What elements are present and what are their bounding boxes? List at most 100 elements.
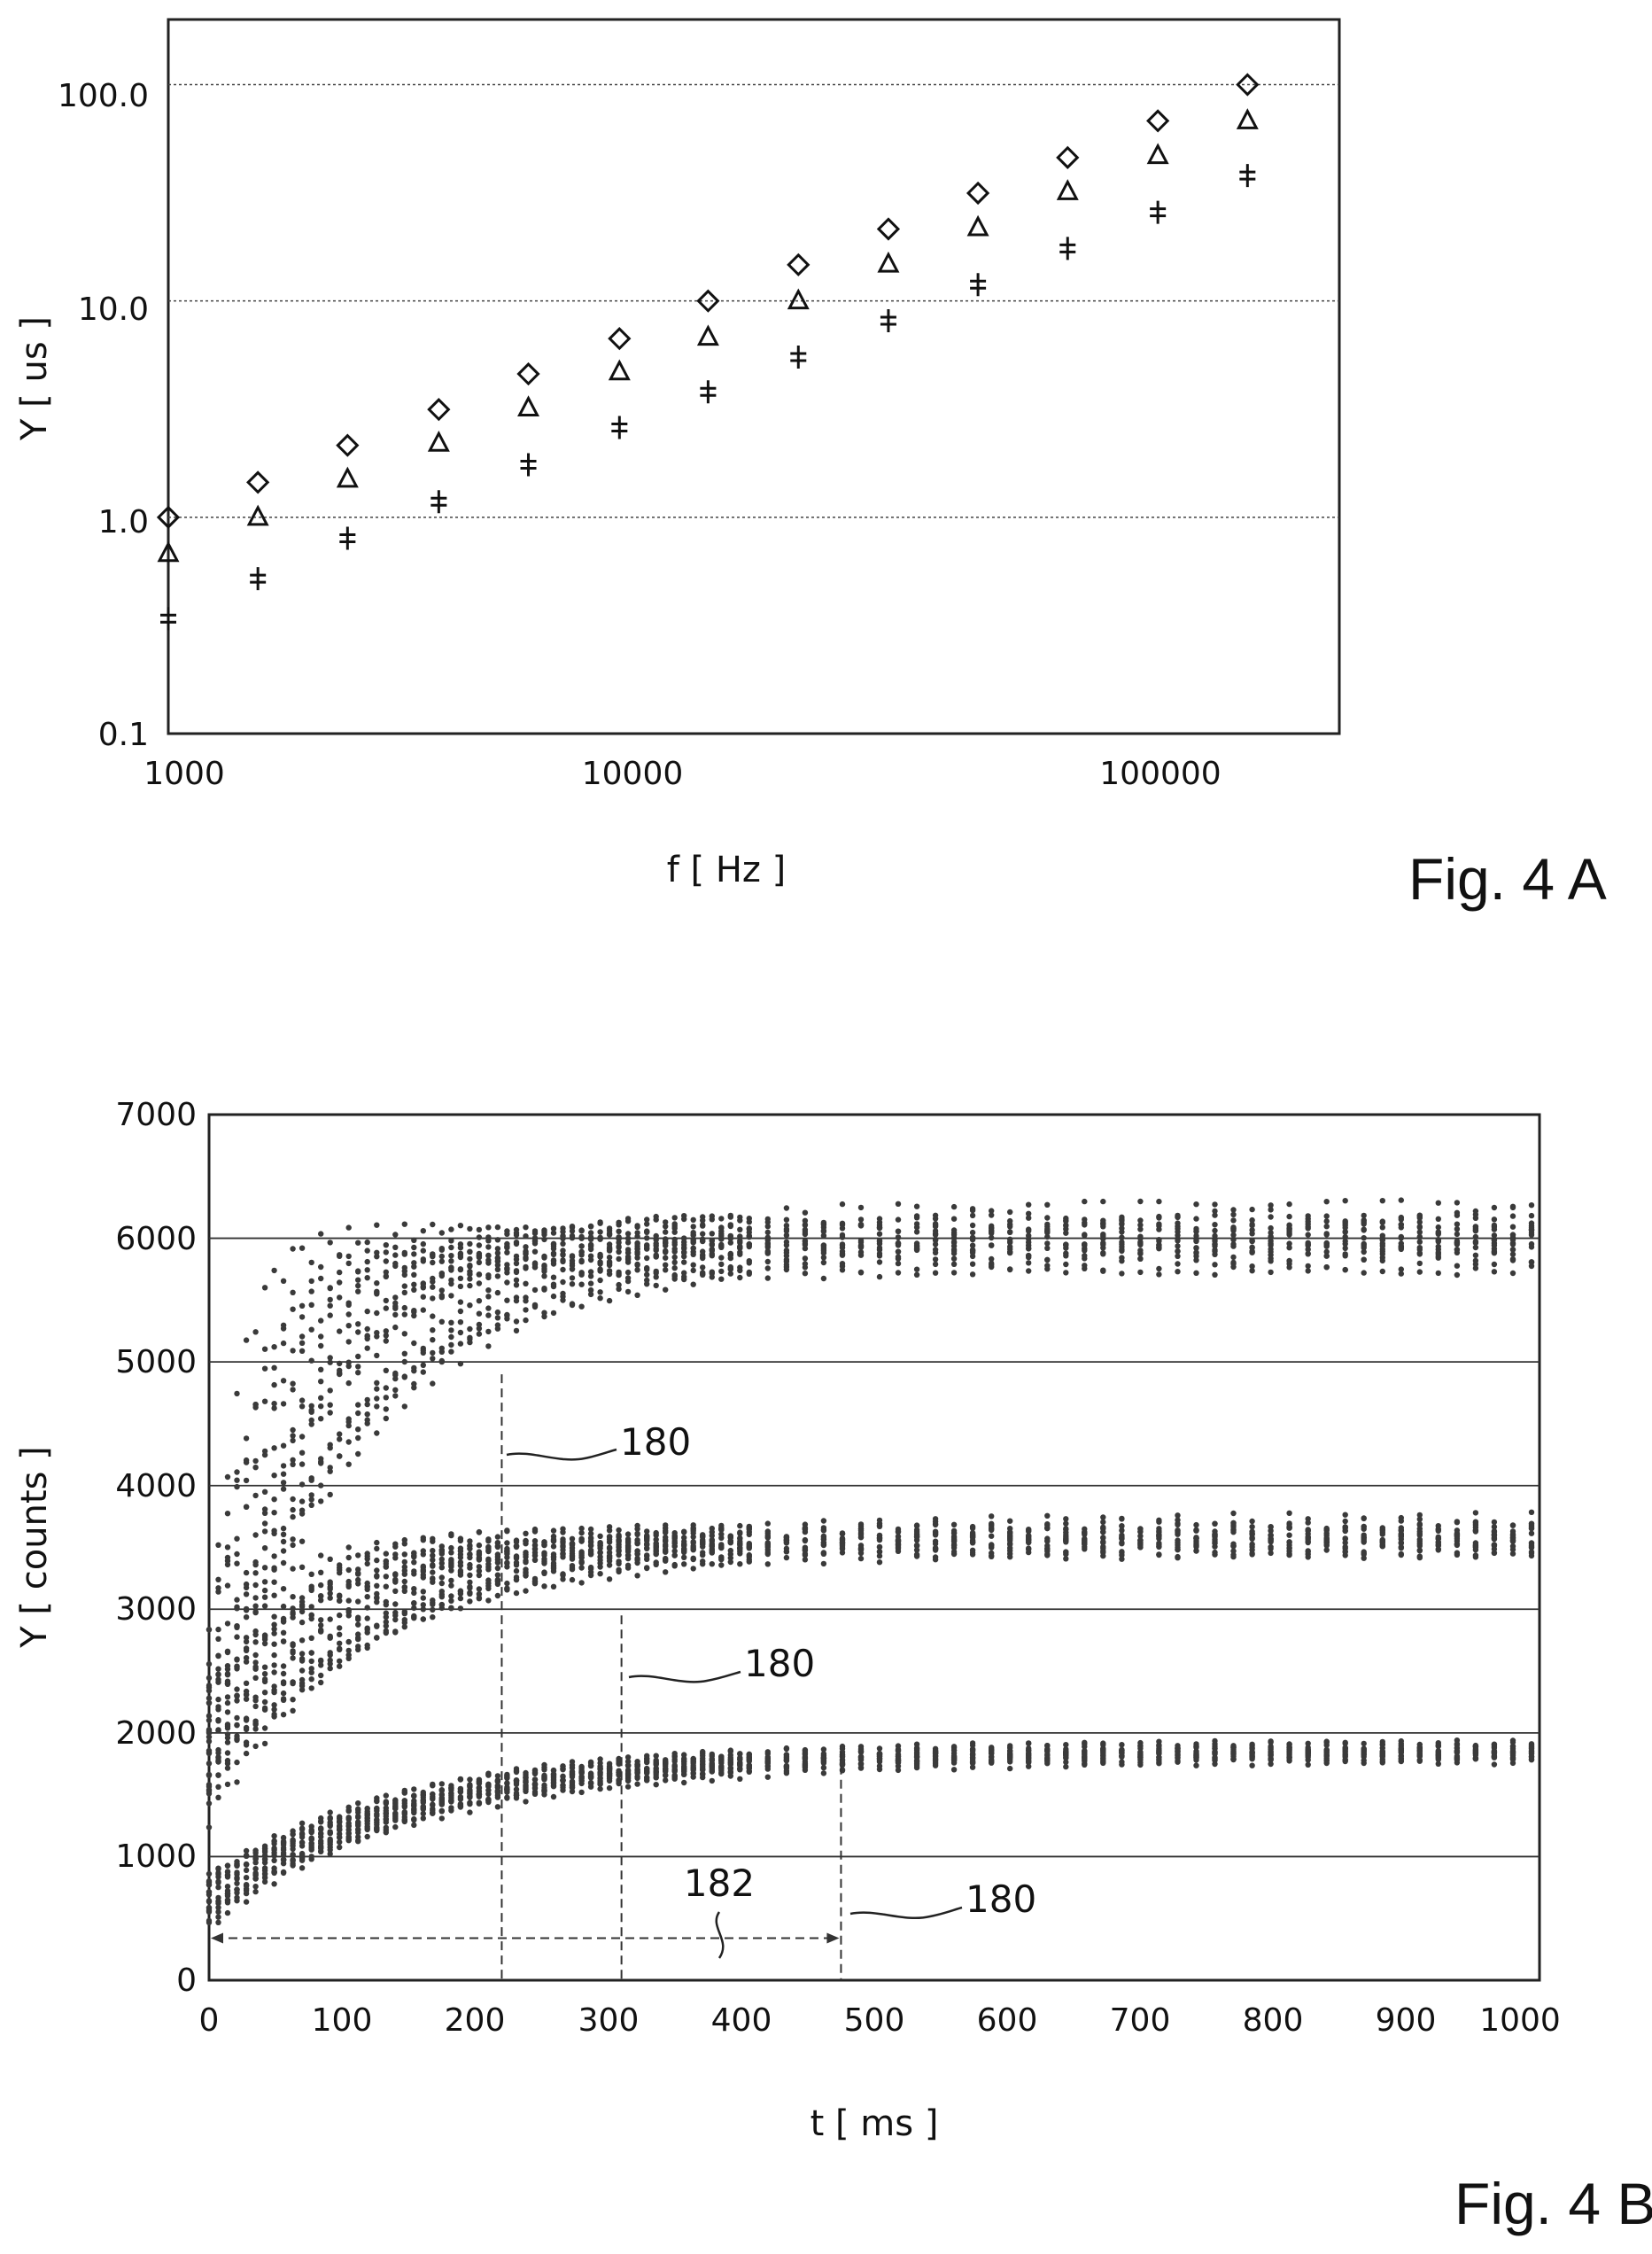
data-point — [252, 1675, 259, 1682]
data-point — [438, 1253, 445, 1260]
data-point — [327, 1402, 333, 1408]
data-point — [299, 1333, 306, 1340]
data-point — [1082, 1744, 1088, 1750]
data-point-diamond — [516, 361, 540, 386]
data-point — [327, 1650, 333, 1656]
data-point-diamond — [876, 217, 901, 241]
data-point — [569, 1254, 576, 1260]
data-point — [215, 1696, 221, 1703]
data-point — [820, 1527, 827, 1534]
data-point — [671, 1254, 678, 1261]
data-point — [541, 1268, 547, 1275]
data-point — [895, 1529, 902, 1535]
data-point — [355, 1329, 361, 1335]
data-point — [820, 1232, 827, 1239]
data-point — [374, 1816, 380, 1823]
data-point — [700, 1767, 706, 1774]
data-point — [764, 1275, 771, 1281]
data-point — [1100, 1759, 1106, 1766]
data-point — [318, 1657, 324, 1664]
data-point — [383, 1395, 389, 1401]
data-point — [494, 1592, 501, 1599]
data-point — [895, 1201, 902, 1208]
data-point — [271, 1711, 277, 1718]
data-point — [504, 1312, 510, 1318]
data-point — [587, 1269, 594, 1275]
data-point — [802, 1526, 809, 1533]
data-point — [290, 1594, 296, 1600]
data-point — [224, 1680, 231, 1687]
data-point — [1454, 1209, 1461, 1216]
data-point — [234, 1759, 240, 1766]
data-point — [746, 1234, 752, 1240]
data-point — [1509, 1270, 1516, 1277]
data-point — [513, 1260, 520, 1267]
data-point — [1323, 1240, 1330, 1247]
data-point — [1063, 1226, 1069, 1232]
data-point — [597, 1560, 603, 1566]
data-point — [606, 1241, 613, 1247]
data-point — [243, 1853, 250, 1859]
data-point — [783, 1545, 790, 1552]
data-point — [411, 1385, 417, 1391]
data-point — [1472, 1547, 1479, 1553]
data-point — [513, 1294, 520, 1301]
data-point — [485, 1244, 492, 1250]
data-point — [1528, 1530, 1535, 1536]
data-point — [411, 1263, 417, 1270]
data-point — [374, 1395, 380, 1402]
data-point — [1398, 1758, 1405, 1765]
data-point — [374, 1310, 380, 1317]
data-point — [1268, 1738, 1274, 1745]
data-point — [550, 1527, 557, 1534]
data-point — [485, 1312, 492, 1318]
data-point — [355, 1450, 361, 1457]
data-point — [1156, 1238, 1162, 1245]
data-point — [290, 1437, 296, 1444]
data-point — [989, 1255, 995, 1263]
data-point — [383, 1333, 389, 1339]
data-point — [541, 1772, 547, 1779]
data-point — [392, 1232, 399, 1238]
data-point — [634, 1223, 640, 1229]
data-point — [318, 1342, 324, 1349]
data-point — [1230, 1237, 1237, 1243]
data-point — [1416, 1229, 1423, 1235]
data-point — [578, 1271, 585, 1278]
data-point — [1416, 1234, 1423, 1240]
data-point — [597, 1295, 603, 1302]
data-point — [290, 1611, 296, 1618]
data-point — [764, 1244, 771, 1251]
data-point — [1026, 1215, 1032, 1221]
y-tick-label: 0.1 — [98, 717, 149, 753]
data-point — [327, 1590, 333, 1597]
data-point — [541, 1255, 547, 1261]
data-point — [616, 1255, 622, 1263]
plot-frame-4a — [167, 18, 1341, 735]
data-point — [261, 1678, 268, 1685]
data-point — [857, 1555, 865, 1562]
data-point-cross — [430, 490, 447, 514]
data-point — [616, 1538, 622, 1545]
data-point — [876, 1222, 883, 1229]
data-point — [271, 1869, 277, 1875]
data-point — [681, 1535, 687, 1541]
data-point — [224, 1699, 231, 1706]
data-point — [457, 1341, 464, 1347]
x-tick-label: 400 — [711, 2002, 772, 2039]
data-point — [550, 1537, 557, 1544]
data-point — [513, 1555, 520, 1562]
data-point — [1416, 1547, 1423, 1554]
data-point — [206, 1738, 213, 1745]
data-point — [1082, 1245, 1088, 1252]
data-point — [234, 1875, 240, 1881]
data-point — [1044, 1221, 1051, 1228]
data-point — [932, 1241, 939, 1247]
data-point — [550, 1793, 557, 1800]
data-point — [709, 1561, 715, 1567]
data-point — [411, 1368, 417, 1374]
data-point — [364, 1818, 370, 1824]
data-point — [401, 1358, 407, 1365]
data-point — [1044, 1245, 1051, 1252]
data-point — [764, 1249, 771, 1255]
